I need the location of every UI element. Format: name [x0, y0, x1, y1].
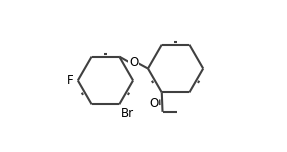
- Text: O: O: [129, 56, 138, 69]
- Text: O: O: [150, 97, 159, 110]
- Text: Br: Br: [121, 107, 134, 120]
- Text: F: F: [67, 74, 73, 87]
